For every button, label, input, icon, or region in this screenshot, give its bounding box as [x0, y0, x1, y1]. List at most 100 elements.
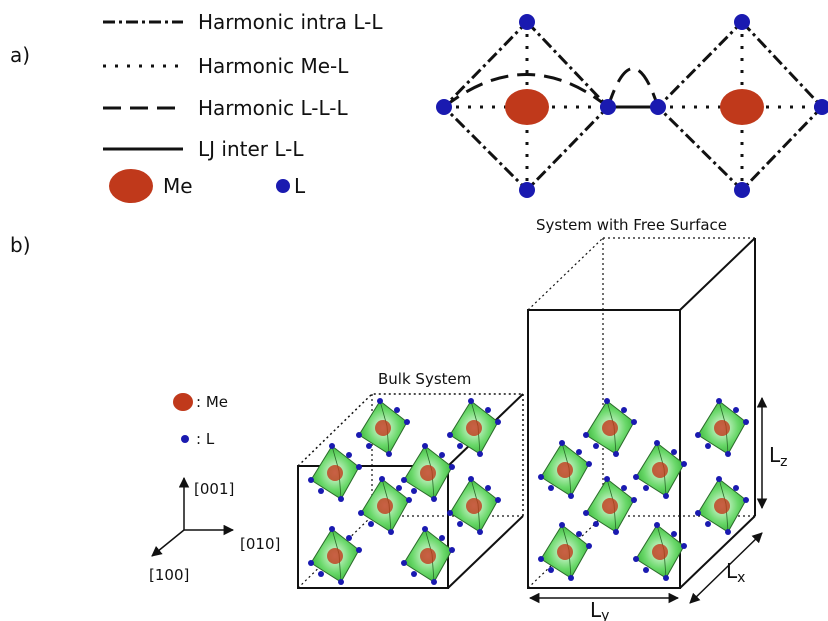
legend-lines: Harmonic intra L-L Harmonic Me-L Harmoni…	[103, 10, 383, 161]
l-atom	[377, 398, 383, 404]
l-atom	[586, 543, 592, 549]
l-atom	[600, 99, 616, 115]
me-atom	[420, 548, 436, 564]
octahedron	[695, 476, 749, 535]
l-atom	[401, 560, 407, 566]
l-atom	[613, 529, 619, 535]
l-atom	[716, 476, 722, 482]
free-hidden-edge	[527, 237, 604, 311]
l-atom	[368, 521, 374, 527]
panel-b-label: b)	[10, 233, 31, 257]
l-atom	[548, 485, 554, 491]
octahedron	[538, 440, 592, 499]
l-atom	[449, 464, 455, 470]
l-atom	[548, 567, 554, 573]
l-atom	[633, 474, 639, 480]
octahedron	[356, 398, 410, 457]
l-atom	[308, 477, 314, 483]
octahedron	[401, 526, 455, 585]
l-atom	[814, 99, 828, 115]
octahedron	[358, 476, 412, 535]
l-atom	[733, 485, 739, 491]
octahedron	[447, 476, 501, 535]
l-atom	[681, 461, 687, 467]
l-atom	[356, 464, 362, 470]
l-atom	[604, 398, 610, 404]
lll-arc-large	[443, 73, 609, 109]
l-atom	[654, 522, 660, 528]
me-atom	[466, 420, 482, 436]
l-atom	[593, 443, 599, 449]
l-atom	[439, 535, 445, 541]
l-atom	[593, 521, 599, 527]
me-atom	[714, 498, 730, 514]
octahedron	[538, 522, 592, 581]
octahedron	[695, 398, 749, 457]
me-atom	[557, 544, 573, 560]
legend-b-me-atom	[173, 393, 193, 411]
l-atom	[411, 488, 417, 494]
l-atom	[568, 575, 574, 581]
l-atom	[663, 493, 669, 499]
l-atom	[538, 474, 544, 480]
me-atom	[652, 544, 668, 560]
lx-arrow	[689, 532, 763, 604]
l-atom	[643, 567, 649, 573]
l-atom	[485, 485, 491, 491]
octahedron	[308, 443, 362, 502]
l-atom	[495, 419, 501, 425]
l-atom	[671, 531, 677, 537]
l-atom	[358, 510, 364, 516]
l-atom	[733, 407, 739, 413]
legend-label-intra: Harmonic intra L-L	[198, 10, 383, 34]
legend-me-atom	[109, 169, 153, 203]
l-atom	[401, 477, 407, 483]
octahedron	[401, 443, 455, 502]
l-atom	[538, 556, 544, 562]
l-atom	[604, 476, 610, 482]
axis-010-label: [010]	[240, 535, 280, 553]
legend-b-l-label: : L	[196, 430, 215, 448]
l-atom	[734, 182, 750, 198]
l-atom	[613, 451, 619, 457]
me-atom	[327, 465, 343, 481]
me-atom	[505, 89, 549, 125]
free-surface-title: System with Free Surface	[536, 216, 727, 234]
l-atom	[411, 571, 417, 577]
free-top-right-edge	[679, 237, 756, 311]
axis-100-arrow	[151, 529, 185, 557]
l-atom	[457, 521, 463, 527]
l-atom	[318, 488, 324, 494]
l-atom	[379, 476, 385, 482]
l-atom	[654, 440, 660, 446]
octahedron	[308, 526, 362, 585]
l-atom	[447, 510, 453, 516]
legend-label-lll: Harmonic L-L-L	[198, 96, 348, 120]
l-atom	[716, 398, 722, 404]
lll-arc-small	[606, 67, 660, 108]
l-atom	[422, 526, 428, 532]
l-atom	[631, 497, 637, 503]
l-atom	[743, 419, 749, 425]
octahedron	[633, 440, 687, 499]
l-atom	[576, 531, 582, 537]
me-atom	[602, 420, 618, 436]
l-atom	[583, 510, 589, 516]
l-atom	[568, 493, 574, 499]
l-atom	[439, 452, 445, 458]
l-atom	[447, 432, 453, 438]
me-atom	[720, 89, 764, 125]
l-atom	[695, 510, 701, 516]
l-atom	[468, 398, 474, 404]
l-atom	[449, 547, 455, 553]
l-atom	[477, 451, 483, 457]
legend-l-atom	[276, 179, 290, 193]
l-atom	[386, 451, 392, 457]
l-atom	[366, 443, 372, 449]
l-atom	[346, 452, 352, 458]
me-atom	[466, 498, 482, 514]
axis-100-label: [100]	[149, 566, 189, 584]
me-atom	[327, 548, 343, 564]
l-atom	[396, 485, 402, 491]
crystal-axes: [001] [010] [100]	[149, 476, 280, 584]
